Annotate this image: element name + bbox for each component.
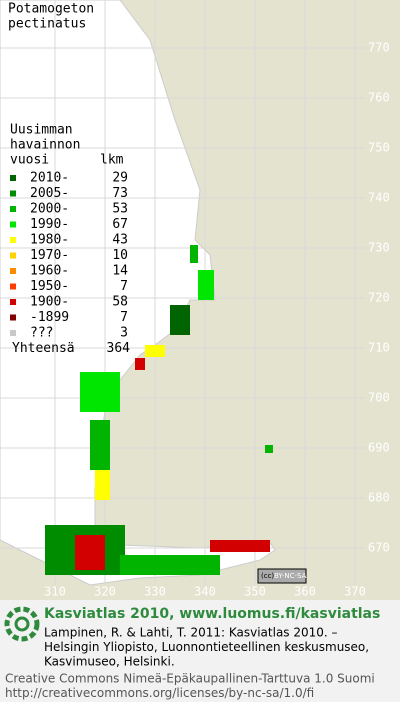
legend-label: 1960-: [30, 264, 69, 279]
y-tick-label: 710: [368, 341, 390, 355]
y-tick-label: 750: [368, 141, 390, 155]
obs-cluster: [135, 358, 145, 370]
legend-count: 43: [112, 233, 128, 248]
legend-label: 1950-: [30, 279, 69, 294]
legend-swatch: [10, 330, 16, 336]
x-tick-label: 340: [194, 585, 216, 599]
badge-text: BY-NC-SA: [274, 572, 307, 580]
legend-swatch: [10, 283, 16, 290]
legend-count: 73: [112, 186, 128, 201]
logo: [4, 606, 40, 642]
legend-label: 1980-: [30, 233, 69, 248]
obs-cluster: [80, 372, 120, 412]
legend-header: Uusimman: [10, 123, 73, 138]
y-tick-label: 680: [368, 491, 390, 505]
legend-count: 29: [112, 171, 128, 186]
citation-line: Helsingin Yliopisto, Luonnontieteellinen…: [44, 640, 369, 654]
footer-background: [0, 600, 400, 702]
grid: [0, 0, 365, 585]
legend-count: 53: [112, 202, 128, 217]
obs-cluster: [198, 270, 214, 300]
x-tick-label: 370: [344, 585, 366, 599]
legend-header: vuosi: [10, 153, 49, 168]
legend-swatch: [10, 299, 16, 305]
legend-swatch: [10, 237, 16, 243]
y-tick-label: 720: [368, 291, 390, 305]
x-tick-label: 310: [44, 585, 66, 599]
legend-swatch: [10, 206, 16, 212]
license-line: http://creativecommons.org/licenses/by-n…: [5, 686, 314, 700]
y-tick-label: 700: [368, 391, 390, 405]
observations: [45, 245, 273, 575]
legend-count: 3: [120, 326, 128, 341]
legend-label: 1900-: [30, 295, 69, 310]
legend-label: 1970-: [30, 248, 69, 263]
legend-swatch: [10, 268, 16, 274]
legend-label: 2010-: [30, 171, 69, 186]
badge-box: [257, 568, 307, 584]
license-line: Creative Commons Nimeä-Epäkaupallinen-Ta…: [5, 672, 375, 686]
obs-cluster: [145, 345, 165, 357]
legend-swatch: [10, 314, 16, 321]
legend-swatch: [10, 190, 16, 197]
obs-cluster: [75, 535, 105, 570]
y-tick-label: 730: [368, 241, 390, 255]
y-tick-label: 690: [368, 441, 390, 455]
total-label: Yhteensä: [12, 341, 75, 356]
legend-count-header: lkm: [100, 153, 124, 168]
title: pectinatus: [8, 17, 86, 32]
legend-swatch: [10, 252, 16, 259]
legend-header: havainnon: [10, 138, 80, 153]
legend-label: ???: [30, 326, 53, 341]
legend-swatch: [10, 175, 16, 181]
x-tick-label: 320: [94, 585, 116, 599]
legend-label: 2005-: [30, 186, 69, 201]
legend-count: 67: [112, 217, 128, 232]
obs-cluster: [190, 245, 198, 263]
obs-cluster: [210, 540, 270, 552]
y-tick-label: 770: [368, 41, 390, 55]
total-value: 364: [107, 341, 131, 356]
obs-cluster: [95, 470, 110, 500]
legend-count: 10: [112, 248, 128, 263]
legend-label: -1899: [30, 310, 69, 325]
citation-line: Kasvimuseo, Helsinki.: [44, 655, 175, 669]
y-tick-label: 760: [368, 91, 390, 105]
obs-cluster: [90, 420, 110, 470]
citation-line: Lampinen, R. & Lahti, T. 2011: Kasviatla…: [44, 626, 338, 640]
x-tick-label: 360: [294, 585, 316, 599]
y-tick-label: 740: [368, 191, 390, 205]
legend-count: 7: [120, 279, 128, 294]
footer-heading: Kasviatlas 2010, www.luomus.fi/kasviatla…: [44, 606, 380, 622]
x-tick-label: 330: [144, 585, 166, 599]
legend-count: 7: [120, 310, 128, 325]
x-tick-label: 350: [244, 585, 266, 599]
badge-cc: (cc): [261, 572, 274, 580]
legend-count: 14: [112, 264, 128, 279]
y-tick-label: 670: [368, 541, 390, 555]
obs-cluster: [120, 555, 220, 575]
legend-swatch: [10, 221, 16, 228]
legend-count: 58: [112, 295, 128, 310]
obs-cluster: [170, 305, 190, 335]
title: Potamogeton: [8, 2, 94, 17]
legend-label: 2000-: [30, 202, 69, 217]
license-badge: (cc) BY-NC-SA: [257, 568, 307, 584]
obs-cluster: [265, 445, 273, 453]
legend-label: 1990-: [30, 217, 69, 232]
